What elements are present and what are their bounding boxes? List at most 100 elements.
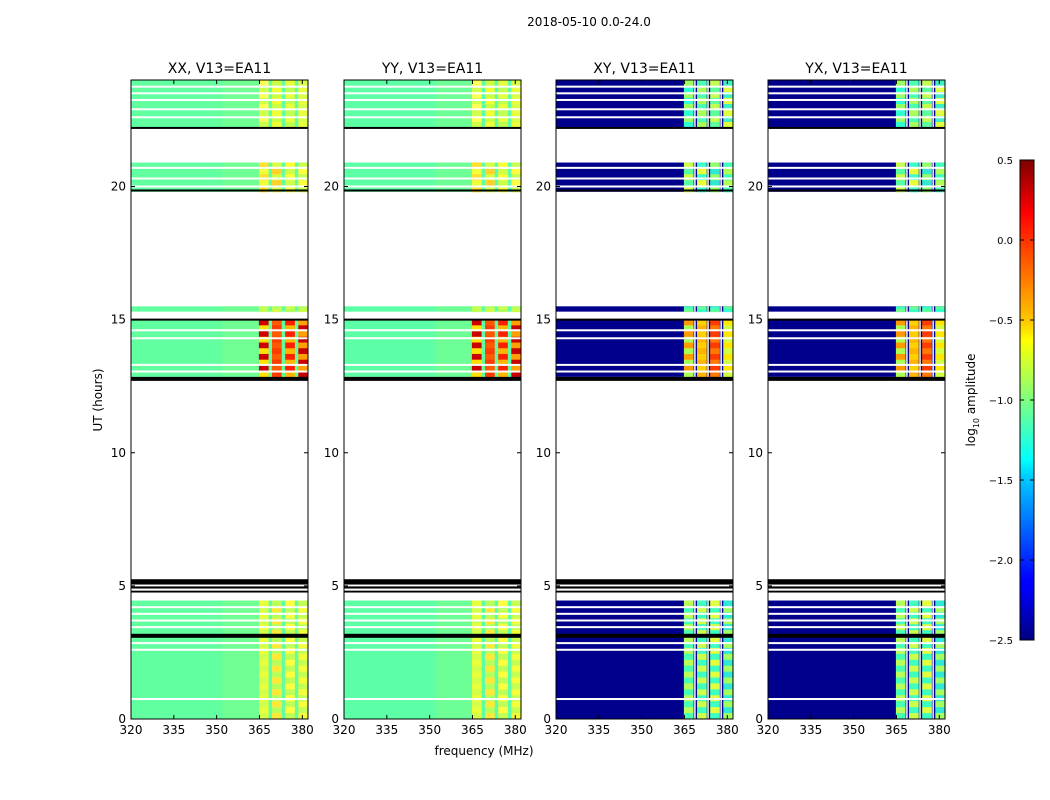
flag-gap-line <box>344 612 521 615</box>
rfi-channel-band <box>710 659 720 667</box>
rfi-channel-band <box>485 713 495 720</box>
rfi-channel-band <box>471 331 482 338</box>
channel-gap <box>720 306 722 312</box>
rfi-channel-band <box>485 121 495 129</box>
rfi-channel-band <box>710 365 720 372</box>
rfi-channel-band <box>697 683 707 690</box>
rfi-channel-band <box>285 689 295 696</box>
rfi-channel-band <box>895 671 906 679</box>
rfi-channel-band <box>683 636 694 643</box>
x-tick-label: 350 <box>630 723 653 737</box>
rfi-channel-band <box>511 162 521 169</box>
x-tick-label: 365 <box>885 723 908 737</box>
data-edge-line <box>768 318 945 321</box>
rfi-channel-band <box>710 677 720 684</box>
rfi-channel-band <box>298 80 308 87</box>
rfi-channel-band <box>697 80 707 87</box>
rfi-channel-band <box>285 109 295 117</box>
rfi-channel-band <box>683 630 694 637</box>
rfi-channel-band <box>258 630 269 637</box>
rfi-channel-band <box>258 342 269 349</box>
rfi-channel-band <box>723 308 733 313</box>
panel-3: YX, V13=EA11 320 335 350 365 380 0 5 10 15 20 <box>748 61 951 737</box>
y-axis-label: UT (hours) <box>91 368 105 431</box>
channel-gap <box>733 319 736 377</box>
rfi-channel-band <box>298 336 308 344</box>
rfi-channel-band <box>697 618 707 625</box>
flag-gap-line <box>556 619 733 622</box>
channel-gap <box>707 319 709 377</box>
rfi-channel-band <box>909 365 919 372</box>
rfi-channel-band <box>498 665 508 673</box>
rfi-channel-band <box>935 677 945 684</box>
rfi-channel-band <box>258 606 269 613</box>
rfi-channel-band <box>697 91 707 99</box>
rfi-channel-band <box>485 342 495 349</box>
rfi-channel-band <box>895 707 906 714</box>
rfi-channel-band <box>723 103 733 111</box>
rfi-channel-band <box>272 180 282 187</box>
rfi-channel-band <box>498 85 508 93</box>
rfi-channel-band <box>683 85 694 93</box>
rfi-channel-band <box>895 97 906 105</box>
channel-gap <box>932 600 934 719</box>
rfi-channel-band <box>485 636 495 643</box>
rfi-channel-band <box>723 647 733 655</box>
rfi-channel-band <box>723 80 733 87</box>
rfi-channel-band <box>710 97 720 105</box>
rfi-channel-band <box>909 371 919 378</box>
rfi-channel-band <box>909 348 919 355</box>
rfi-channel-band <box>498 306 508 310</box>
channel-gap <box>932 319 934 377</box>
rfi-channel-band <box>710 185 720 193</box>
flag-gap-line <box>768 612 945 615</box>
rfi-channel-band <box>909 331 919 338</box>
rfi-channel-band <box>895 606 906 613</box>
rfi-channel-band <box>710 342 720 349</box>
rfi-channel-band <box>498 683 508 690</box>
flag-gap-line <box>768 370 945 373</box>
rfi-channel-band <box>471 653 482 661</box>
rfi-channel-band <box>683 612 694 619</box>
rfi-channel-band <box>683 353 694 361</box>
flagged-time-band <box>768 590 945 593</box>
rfi-channel-band <box>498 659 508 667</box>
rfi-channel-band <box>272 653 282 661</box>
rfi-channel-band <box>511 665 521 673</box>
rfi-channel-band <box>683 174 694 181</box>
rfi-channel-band <box>683 365 694 372</box>
rfi-channel-band <box>909 80 919 87</box>
rfi-channel-band <box>723 180 733 187</box>
rfi-channel-band <box>498 701 508 708</box>
rfi-channel-band <box>285 80 295 87</box>
rfi-channel-band <box>683 308 694 313</box>
rfi-channel-band <box>710 306 720 310</box>
rfi-channel-band <box>485 630 495 637</box>
y-tick-label: 5 <box>755 579 763 593</box>
rfi-channel-band <box>922 671 932 679</box>
rfi-channel-band <box>511 653 521 661</box>
rfi-channel-band <box>285 671 295 679</box>
panel-title: YX, V13=EA11 <box>804 61 907 77</box>
rfi-channel-band <box>697 306 707 310</box>
rfi-channel-band <box>511 701 521 708</box>
rfi-channel-band <box>895 365 906 372</box>
rfi-channel-band <box>895 713 906 720</box>
flag-gap-line <box>131 108 308 111</box>
rfi-channel-band <box>909 121 919 129</box>
rfi-channel-band <box>697 701 707 708</box>
rfi-channel-band <box>710 683 720 690</box>
rfi-channel-band <box>298 600 308 607</box>
rfi-channel-band <box>710 606 720 613</box>
rfi-channel-band <box>935 109 945 117</box>
rfi-channel-band <box>298 647 308 655</box>
rfi-channel-band <box>285 659 295 667</box>
channel-gap <box>707 162 709 192</box>
channel-gap <box>919 600 921 719</box>
flagged-time-band <box>344 376 521 381</box>
flag-gap-line <box>556 642 733 645</box>
rfi-channel-band <box>258 325 269 332</box>
rfi-channel-band <box>922 618 932 625</box>
rfi-channel-band <box>935 630 945 637</box>
rfi-channel-band <box>683 707 694 714</box>
